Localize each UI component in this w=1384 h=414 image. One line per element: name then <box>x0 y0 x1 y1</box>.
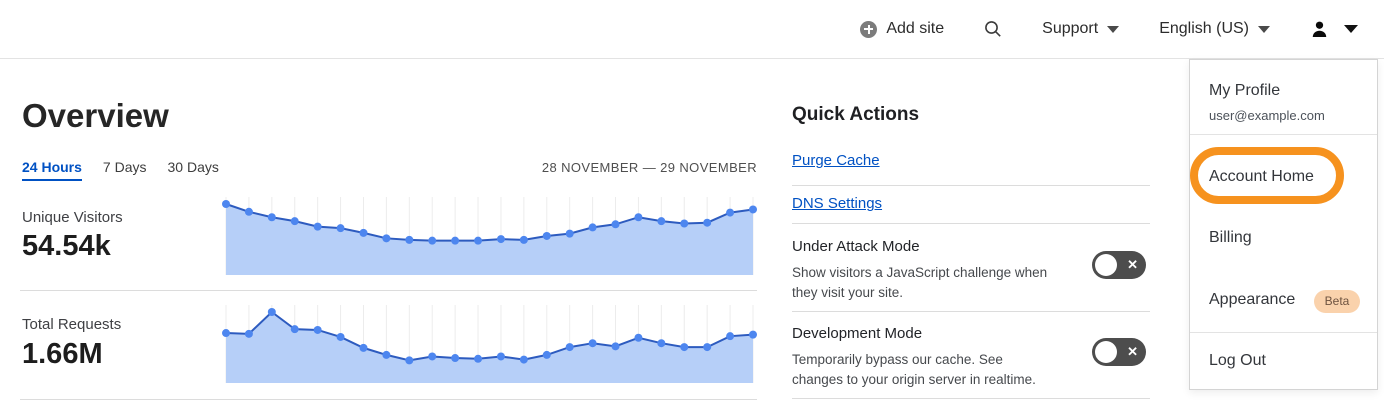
divider <box>20 399 757 400</box>
development-mode-description: Temporarily bypass our cache. See change… <box>792 352 1036 387</box>
tab-7-days[interactable]: 7 Days <box>102 159 147 175</box>
add-site-label: Add site <box>886 20 945 37</box>
quick-actions-title: Quick Actions <box>792 104 920 125</box>
search-button[interactable] <box>984 20 1002 38</box>
divider <box>792 311 1150 312</box>
menu-item-log-out[interactable]: Log Out <box>1209 352 1266 369</box>
beta-badge: Beta <box>1314 290 1360 313</box>
profile-email: user@example.com <box>1209 108 1325 123</box>
divider <box>1190 134 1377 135</box>
total-requests-label: Total Requests <box>22 316 122 333</box>
toggle-knob <box>1095 254 1117 276</box>
divider <box>792 223 1150 224</box>
tab-24-hours[interactable]: 24 Hours <box>22 159 82 181</box>
unique-visitors-value: 54.54k <box>22 230 111 262</box>
menu-item-my-profile[interactable]: My Profile <box>1209 82 1281 99</box>
menu-item-billing[interactable]: Billing <box>1209 229 1252 246</box>
chevron-down-icon <box>1107 25 1120 33</box>
user-icon <box>1312 21 1327 37</box>
under-attack-mode-title: Under Attack Mode <box>792 238 920 255</box>
divider <box>1190 332 1377 333</box>
top-nav-bar: Add site Support English (US) <box>0 0 1384 59</box>
divider <box>792 185 1150 186</box>
toggle-knob <box>1095 341 1117 363</box>
total-requests-chart <box>222 305 757 383</box>
x-icon: ✕ <box>1127 344 1138 359</box>
chevron-down-icon <box>1344 25 1358 33</box>
menu-item-account-home[interactable]: Account Home <box>1209 168 1314 185</box>
search-icon <box>985 21 1001 37</box>
divider <box>792 398 1150 399</box>
add-site-button[interactable]: Add site <box>860 20 944 38</box>
date-range-label: 28 NOVEMBER — 29 NOVEMBER <box>541 160 757 175</box>
purge-cache-link[interactable]: Purge Cache <box>792 152 880 169</box>
support-label: Support <box>1042 20 1099 37</box>
support-menu[interactable]: Support <box>1042 20 1120 38</box>
account-dropdown-menu: My Profile user@example.com Account Home… <box>1189 59 1378 390</box>
tab-30-days[interactable]: 30 Days <box>167 159 219 175</box>
x-icon: ✕ <box>1127 257 1138 272</box>
development-mode-toggle[interactable]: ✕ <box>1092 338 1146 366</box>
dns-settings-link[interactable]: DNS Settings <box>792 195 883 212</box>
page-title: Overview <box>22 97 169 134</box>
account-menu-button[interactable] <box>1310 20 1358 39</box>
language-label: English (US) <box>1159 20 1249 37</box>
plus-circle-icon <box>860 20 878 38</box>
chevron-down-icon <box>1258 25 1270 33</box>
unique-visitors-chart <box>222 197 757 275</box>
under-attack-mode-description: Show visitors a JavaScript challenge whe… <box>792 265 1048 300</box>
total-requests-value: 1.66M <box>22 338 103 370</box>
development-mode-title: Development Mode <box>792 325 923 342</box>
divider <box>20 290 757 291</box>
time-range-tabs: 24 Hours 7 Days 30 Days <box>22 159 219 181</box>
unique-visitors-label: Unique Visitors <box>22 209 123 226</box>
language-menu[interactable]: English (US) <box>1159 20 1270 38</box>
under-attack-mode-toggle[interactable]: ✕ <box>1092 251 1146 279</box>
menu-item-appearance[interactable]: Appearance <box>1209 291 1296 308</box>
